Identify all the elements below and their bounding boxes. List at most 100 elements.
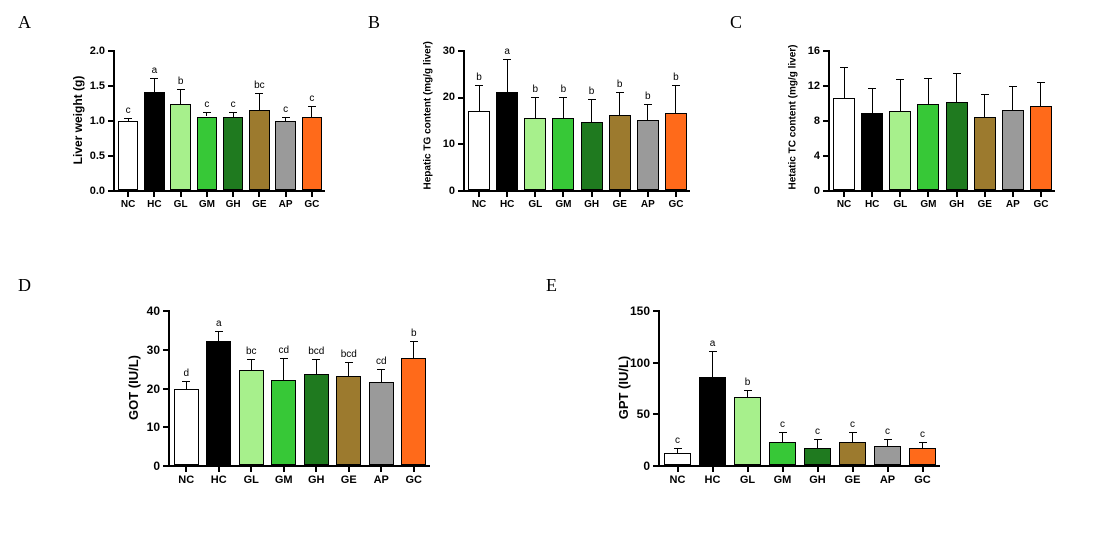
x-tick-label: AP: [999, 199, 1027, 210]
x-tick-label: NC: [115, 199, 141, 210]
x-tick: [852, 467, 854, 472]
x-tick-label: GL: [235, 474, 268, 486]
y-tick-label: 12: [780, 80, 820, 92]
x-axis: [828, 190, 1055, 192]
y-tick: [108, 155, 113, 157]
bar-GL: [170, 104, 190, 190]
errorbar: [1012, 86, 1013, 111]
sig-label: c: [292, 93, 332, 104]
x-tick: [180, 192, 182, 197]
y-axis-title: GOT (IU/L): [126, 310, 141, 465]
errorbar-cap: [280, 358, 288, 359]
x-tick-label: NC: [465, 199, 493, 210]
x-tick-label: GH: [220, 199, 246, 210]
errorbar: [984, 94, 985, 117]
errorbar: [928, 78, 929, 104]
errorbar: [1040, 82, 1041, 107]
errorbar-cap: [345, 362, 353, 363]
x-tick: [218, 467, 220, 472]
errorbar-cap: [616, 92, 624, 93]
sig-label: b: [656, 72, 696, 83]
sig-label: b: [459, 72, 499, 83]
errorbar-cap: [308, 106, 316, 107]
errorbar-cap: [840, 67, 848, 68]
panel-label-E: E: [546, 275, 557, 296]
y-tick: [458, 50, 463, 52]
errorbar-cap: [644, 104, 652, 105]
x-tick-label: AP: [365, 474, 398, 486]
errorbar-cap: [672, 85, 680, 86]
x-tick: [984, 192, 986, 197]
errorbar: [591, 99, 592, 122]
sig-label: c: [763, 419, 803, 430]
y-tick: [163, 349, 168, 351]
plot-area: 0102030Hepatic TG content (mg/g liver)bN…: [465, 50, 690, 190]
sig-label: bc: [239, 80, 279, 91]
y-axis-title: Hetatic TC content (mg/g liver): [788, 50, 799, 190]
errorbar: [647, 104, 648, 120]
y-axis-title: Liver weight (g): [71, 50, 85, 190]
errorbar: [563, 97, 564, 118]
errorbar: [251, 359, 252, 370]
y-tick: [108, 120, 113, 122]
x-tick: [506, 192, 508, 197]
sig-label: c: [833, 419, 873, 430]
errorbar: [817, 439, 818, 448]
errorbar-cap: [182, 381, 190, 382]
y-tick: [653, 362, 658, 364]
y-tick: [108, 190, 113, 192]
errorbar: [852, 432, 853, 442]
x-tick-label: GC: [905, 474, 940, 486]
sig-label: b: [600, 79, 640, 90]
x-tick: [283, 467, 285, 472]
x-tick-label: GE: [971, 199, 999, 210]
sig-label: b: [728, 377, 768, 388]
y-tick: [823, 50, 828, 52]
errorbar-cap: [177, 89, 185, 90]
errorbar: [747, 390, 748, 397]
bar-NC: [833, 98, 855, 190]
bar-GH: [946, 102, 968, 190]
bar-NC: [664, 453, 691, 465]
sig-label: a: [693, 338, 733, 349]
sig-label: a: [134, 65, 174, 76]
errorbar-cap: [229, 112, 237, 113]
y-tick-label: 8: [780, 115, 820, 127]
bar-GL: [524, 118, 546, 190]
bar-AP: [275, 121, 295, 190]
chart-panel-C: 0481216Hetatic TC content (mg/g liver)NC…: [770, 40, 1070, 230]
x-axis: [463, 190, 690, 192]
y-tick: [163, 388, 168, 390]
x-tick: [619, 192, 621, 197]
x-tick: [927, 192, 929, 197]
errorbar-cap: [312, 359, 320, 360]
errorbar-cap: [924, 78, 932, 79]
x-tick: [562, 192, 564, 197]
sig-label: b: [628, 91, 668, 102]
errorbar: [348, 362, 349, 376]
sig-label: c: [903, 429, 943, 440]
x-axis: [658, 465, 940, 467]
bar-GH: [304, 374, 329, 465]
sig-label: c: [266, 104, 306, 115]
sig-label: c: [108, 105, 148, 116]
errorbar-cap: [981, 94, 989, 95]
chart-panel-B: 0102030Hepatic TG content (mg/g liver)bN…: [405, 40, 705, 230]
sig-label: a: [199, 318, 239, 329]
x-tick-label: NC: [830, 199, 858, 210]
sig-label: b: [394, 328, 434, 339]
plot-area: 010203040GOT (IU/L)dNCaHCbcGLcdGMbcdGHbc…: [170, 310, 430, 465]
sig-label: d: [166, 368, 206, 379]
bar-AP: [637, 120, 659, 190]
bar-GH: [581, 122, 603, 190]
errorbar: [311, 106, 312, 117]
x-tick-label: GE: [333, 474, 366, 486]
x-tick-label: AP: [273, 199, 299, 210]
x-tick-label: GE: [246, 199, 272, 210]
bar-GL: [239, 370, 264, 465]
y-tick: [163, 310, 168, 312]
x-tick-label: GC: [398, 474, 431, 486]
bar-GC: [401, 358, 426, 465]
errorbar-cap: [475, 85, 483, 86]
x-tick-label: NC: [660, 474, 695, 486]
